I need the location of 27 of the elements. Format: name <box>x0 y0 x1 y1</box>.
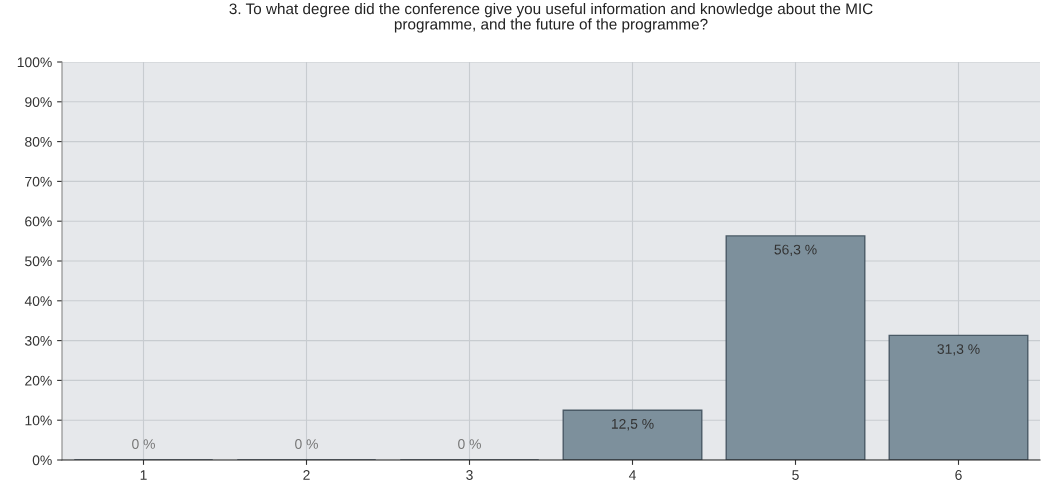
y-tick-label: 100% <box>17 57 52 68</box>
bar <box>562 409 703 460</box>
x-tick-label: 2 <box>303 470 310 480</box>
bar <box>888 334 1029 460</box>
y-tick-label: 90% <box>25 97 52 107</box>
y-tick-label: 50% <box>25 256 52 267</box>
data-label: 0 % <box>132 439 155 449</box>
y-tick-label: 0% <box>32 455 52 466</box>
y-tick-label: 10% <box>25 415 52 426</box>
data-label: 0 % <box>295 439 318 449</box>
data-label: 31,3 % <box>937 344 980 356</box>
y-tick-label: 30% <box>25 335 52 346</box>
data-label: 56,3 % <box>774 244 817 257</box>
x-tick-label: 6 <box>955 470 962 480</box>
data-label: 12,5 % <box>611 418 654 431</box>
x-tick-label: 3 <box>466 470 473 480</box>
y-tick-label: 40% <box>24 296 52 306</box>
bar <box>725 235 866 460</box>
y-tick-label: 20% <box>25 375 52 386</box>
y-tick-label: 60% <box>25 216 52 227</box>
data-label: 0 % <box>458 439 481 449</box>
x-tick-label: 4 <box>628 470 636 480</box>
x-tick-label: 5 <box>792 470 799 480</box>
x-tick-label: 1 <box>140 470 147 480</box>
chart-title: 3. To what degree did the conference give you useful information and knowledge about the MIC programme, and the future of the programme? <box>229 3 873 33</box>
y-tick-label: 70% <box>25 176 52 187</box>
y-tick-label: 80% <box>25 136 52 147</box>
